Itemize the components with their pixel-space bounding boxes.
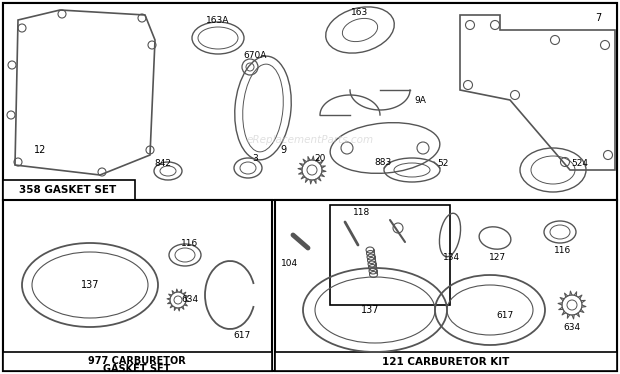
Text: 634: 634 (564, 324, 580, 332)
Bar (330, 205, 450, 305)
Text: 524: 524 (572, 159, 588, 168)
Text: 121 CARBURETOR KIT: 121 CARBURETOR KIT (383, 357, 510, 367)
Bar (3, 200, 272, 371)
Text: 118: 118 (353, 208, 371, 217)
Text: GASKET SET: GASKET SET (104, 364, 170, 374)
Bar (275, 200, 617, 371)
Text: 137: 137 (81, 280, 99, 290)
Text: 116: 116 (554, 245, 572, 254)
Text: 7: 7 (595, 13, 601, 23)
Text: 127: 127 (489, 254, 507, 263)
Text: 358 GASKET SET: 358 GASKET SET (19, 185, 117, 195)
Text: 163A: 163A (206, 15, 229, 25)
Bar (275, 352, 617, 371)
Text: 670A: 670A (243, 50, 267, 59)
Text: 9: 9 (280, 145, 286, 155)
Text: 977 CARBURETOR: 977 CARBURETOR (88, 356, 186, 366)
Text: 883: 883 (374, 157, 392, 166)
Text: 134: 134 (443, 254, 461, 263)
Text: 20: 20 (314, 153, 326, 162)
Text: 842: 842 (154, 159, 172, 168)
Text: 163: 163 (352, 7, 369, 16)
Text: 634: 634 (182, 295, 198, 304)
Text: 12: 12 (34, 145, 46, 155)
Text: 52: 52 (437, 159, 449, 168)
Text: 617: 617 (233, 331, 250, 340)
Bar (3, 180, 135, 200)
Bar (3, 3, 617, 200)
Text: 9A: 9A (414, 95, 426, 104)
Bar (3, 352, 272, 371)
Text: 116: 116 (182, 239, 198, 248)
Text: 617: 617 (497, 310, 513, 319)
Text: 3: 3 (252, 153, 258, 162)
Text: eReplacementParts.com: eReplacementParts.com (246, 135, 374, 145)
Text: 104: 104 (281, 258, 299, 267)
Text: 137: 137 (361, 305, 379, 315)
